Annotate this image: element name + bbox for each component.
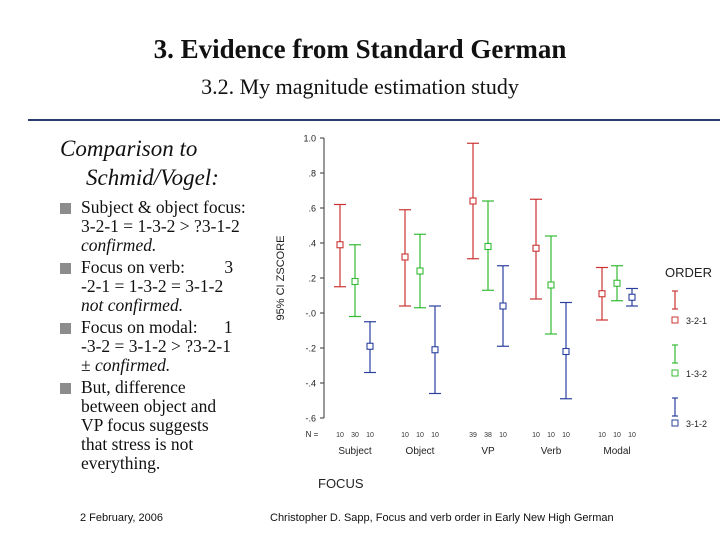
bullet-line: everything. xyxy=(81,453,161,473)
mean-marker xyxy=(484,242,492,251)
mean-marker xyxy=(336,241,344,249)
n-value: 10 xyxy=(431,432,439,439)
mean-marker xyxy=(401,253,409,261)
n-value: 38 xyxy=(484,432,492,439)
bullet-item: But, difference between object and VP focu… xyxy=(60,378,310,473)
n-value: 10 xyxy=(547,432,555,439)
bullet-line: between object and xyxy=(81,396,217,416)
bullet-line: But, difference xyxy=(81,377,186,397)
bullet-icon xyxy=(60,383,71,394)
y-tick-label: .2 xyxy=(308,274,316,284)
mean-marker xyxy=(613,279,621,287)
n-value: 10 xyxy=(366,432,374,439)
bullet-line: -3-2 = 3-1-2 > ?3-2-1 xyxy=(81,336,231,356)
slide-subtitle: 3.2. My magnitude estimation study xyxy=(201,74,519,99)
x-category-label: Modal xyxy=(603,446,630,457)
mean-marker xyxy=(598,290,606,298)
y-tick-label: .6 xyxy=(308,204,316,214)
legend-label: 3-2-1 xyxy=(686,316,707,326)
body-text: Comparison to Schmid/Vogel: Subject & ob… xyxy=(60,134,310,473)
legend-label: 3-1-2 xyxy=(686,419,707,429)
bullet-emphasis: not confirmed. xyxy=(81,295,184,315)
bullet-icon xyxy=(60,323,71,334)
legend-marker xyxy=(671,316,679,324)
mean-marker xyxy=(499,302,507,310)
x-axis-label: FOCUS xyxy=(318,476,364,491)
bullet-item: Focus on modal: 1 -3-2 = 3-1-2 > ?3-2-1 ± … xyxy=(60,318,310,375)
title-divider xyxy=(28,119,720,121)
bullet-line: Focus on modal: 1 xyxy=(81,317,233,337)
y-axis-label: 95% CI ZSCORE xyxy=(275,236,287,321)
n-value: 10 xyxy=(336,432,344,439)
mean-marker xyxy=(431,346,439,354)
legend-marker xyxy=(671,419,679,427)
n-value: 10 xyxy=(562,432,570,439)
n-value: 10 xyxy=(401,432,409,439)
errorbar-chart: 1.0 .8 .6 .4 .2 -.0 -.2 -.4 -.6 95% CI ZSCORE N = 1… xyxy=(248,122,720,500)
heading-line-1: Comparison to xyxy=(60,136,198,161)
bullet-line: -2-1 = 1-3-2 = 3-1-2 xyxy=(81,276,224,296)
plot-background xyxy=(248,122,720,500)
mean-marker xyxy=(547,281,555,289)
bullet-emphasis: confirmed. xyxy=(81,235,157,255)
legend-label: 1-3-2 xyxy=(686,369,707,379)
n-value: 39 xyxy=(469,432,477,439)
x-category-label: Object xyxy=(406,446,435,457)
y-tick-label: 1.0 xyxy=(303,134,316,144)
mean-marker xyxy=(562,347,570,356)
bullet-item: Focus on verb: 3 -2-1 = 1-3-2 = 3-1-2 not … xyxy=(60,258,310,315)
n-value: 10 xyxy=(628,432,636,439)
bullet-icon xyxy=(60,203,71,214)
x-category-label: Subject xyxy=(338,446,372,457)
bullet-icon xyxy=(60,263,71,274)
bullet-list: Subject & object focus: 3-2-1 = 1-3-2 > ?… xyxy=(60,198,310,473)
legend-marker xyxy=(671,369,679,377)
y-tick-label: -.0 xyxy=(305,309,316,319)
n-value: 10 xyxy=(532,432,540,439)
bullet-line: 3-2-1 = 1-3-2 > ?3-1-2 xyxy=(81,216,240,236)
bullet-item: Subject & object focus: 3-2-1 = 1-3-2 > ?… xyxy=(60,198,310,255)
n-value: 10 xyxy=(416,432,424,439)
bullet-line: that stress is not xyxy=(81,434,194,454)
mean-marker xyxy=(532,244,540,252)
y-tick-label: -.4 xyxy=(305,379,316,389)
footer-date: 2 February, 2006 xyxy=(80,512,163,524)
slide-title: 3. Evidence from Standard German xyxy=(153,34,567,64)
heading-line-2: Schmid/Vogel: xyxy=(86,165,219,190)
bullet-emphasis: ± confirmed. xyxy=(81,355,171,375)
mean-marker xyxy=(366,342,374,350)
mean-marker xyxy=(628,293,636,301)
bullet-line: VP focus suggests xyxy=(81,415,209,435)
n-label: N = xyxy=(306,430,319,439)
mean-marker xyxy=(416,267,424,275)
y-tick-label: -.6 xyxy=(305,414,316,424)
footer-citation: Christopher D. Sapp, Focus and verb orde… xyxy=(270,512,614,524)
y-tick-label: .8 xyxy=(308,169,316,179)
legend-title: ORDER xyxy=(665,265,712,280)
n-value: 30 xyxy=(351,432,359,439)
y-tick-label: .4 xyxy=(308,239,316,249)
n-value: 10 xyxy=(598,432,606,439)
mean-marker xyxy=(469,197,477,205)
n-value: 10 xyxy=(613,432,621,439)
x-category-label: Verb xyxy=(541,446,562,457)
bullet-line: Focus on verb: 3 xyxy=(81,257,234,277)
y-tick-label: -.2 xyxy=(305,344,316,354)
n-value: 10 xyxy=(499,432,507,439)
mean-marker xyxy=(351,277,359,286)
x-category-label: VP xyxy=(481,446,495,457)
bullet-line: Subject & object focus: xyxy=(81,197,246,217)
